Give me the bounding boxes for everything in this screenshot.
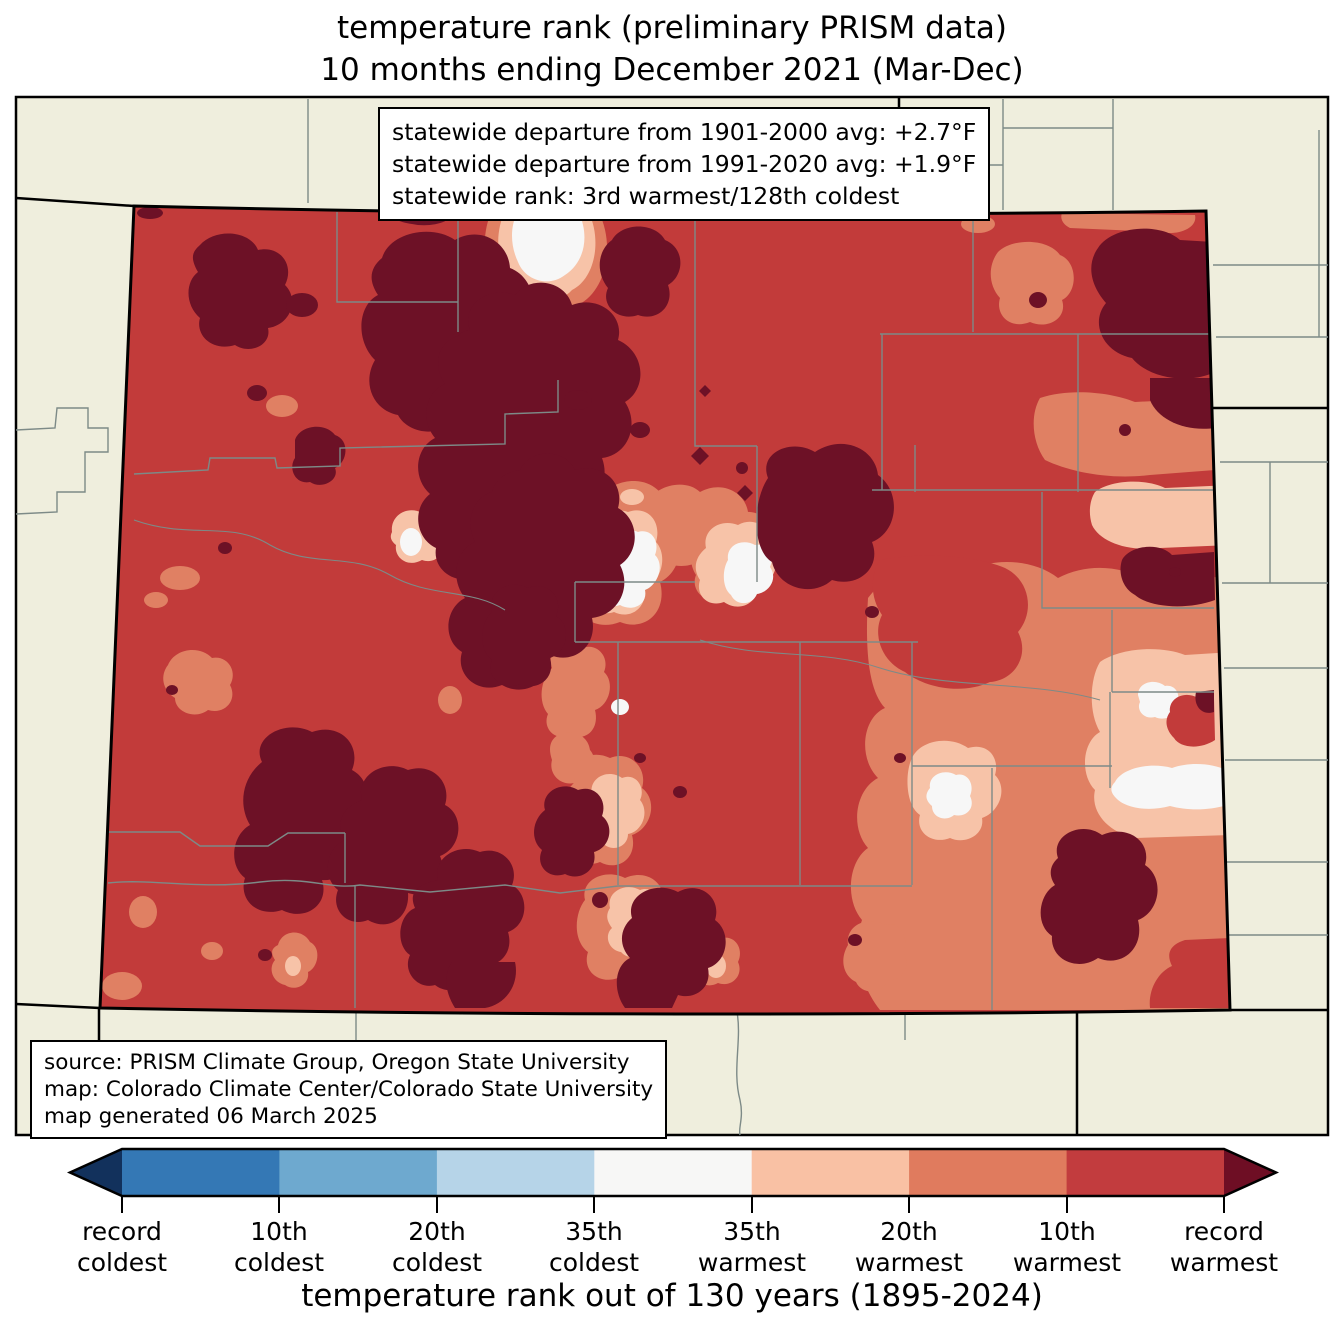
contours-near-median <box>400 211 1230 819</box>
statewide-stats-box: statewide departure from 1901-2000 avg: … <box>378 107 991 221</box>
colorbar-label-20th-coldest: 20th coldest <box>391 1217 483 1277</box>
source-line-2: map: Colorado Climate Center/Colorado St… <box>44 1077 654 1102</box>
colorbar-segment-6 <box>909 1149 1068 1196</box>
colorbar-label-35th-coldest: 35th coldest <box>548 1217 640 1277</box>
neighbor-county-lines <box>15 99 1328 1136</box>
colorbar <box>66 1147 1280 1213</box>
figure-title-line1: temperature rank (preliminary PRISM data… <box>336 10 1007 46</box>
colorbar-caption: temperature rank out of 130 years (1895-… <box>301 1278 1043 1314</box>
contours-record-warmest <box>137 207 1215 1008</box>
colorbar-label-35th-warmest: 35th warmest <box>697 1217 807 1277</box>
figure-title-line2: 10 months ending December 2021 (Mar-Dec) <box>320 52 1024 88</box>
colorbar-label-10th-coldest: 10th coldest <box>233 1217 325 1277</box>
colorbar-right-arrow <box>1224 1149 1276 1196</box>
colorbar-left-arrow <box>70 1149 122 1196</box>
stats-line-2: statewide departure from 1991-2020 avg: … <box>392 150 977 178</box>
colorbar-segment-4 <box>594 1149 753 1196</box>
colorbar-label-20th-warmest: 20th warmest <box>854 1217 964 1277</box>
source-line-3: map generated 06 March 2025 <box>44 1104 378 1129</box>
colorbar-ticks <box>121 1196 1225 1213</box>
colorbar-segment-5 <box>751 1149 910 1196</box>
stats-line-1: statewide departure from 1901-2000 avg: … <box>392 118 977 146</box>
colorbar-segment-1 <box>122 1149 280 1196</box>
colorbar-label-record-warmest: record warmest <box>1169 1217 1279 1277</box>
source-line-1: source: PRISM Climate Group, Oregon Stat… <box>44 1050 630 1075</box>
colorbar-segment-7 <box>1066 1149 1224 1196</box>
colorbar-label-record-coldest: record coldest <box>76 1217 168 1277</box>
stats-line-3: statewide rank: 3rd warmest/128th coldes… <box>392 182 900 210</box>
colorbar-segment-2 <box>279 1149 438 1196</box>
colorbar-label-10th-warmest: 10th warmest <box>1012 1217 1122 1277</box>
colorbar-segment-3 <box>436 1149 595 1196</box>
source-box: source: PRISM Climate Group, Oregon Stat… <box>30 1040 668 1139</box>
colorado-county-lines <box>100 212 1215 1010</box>
